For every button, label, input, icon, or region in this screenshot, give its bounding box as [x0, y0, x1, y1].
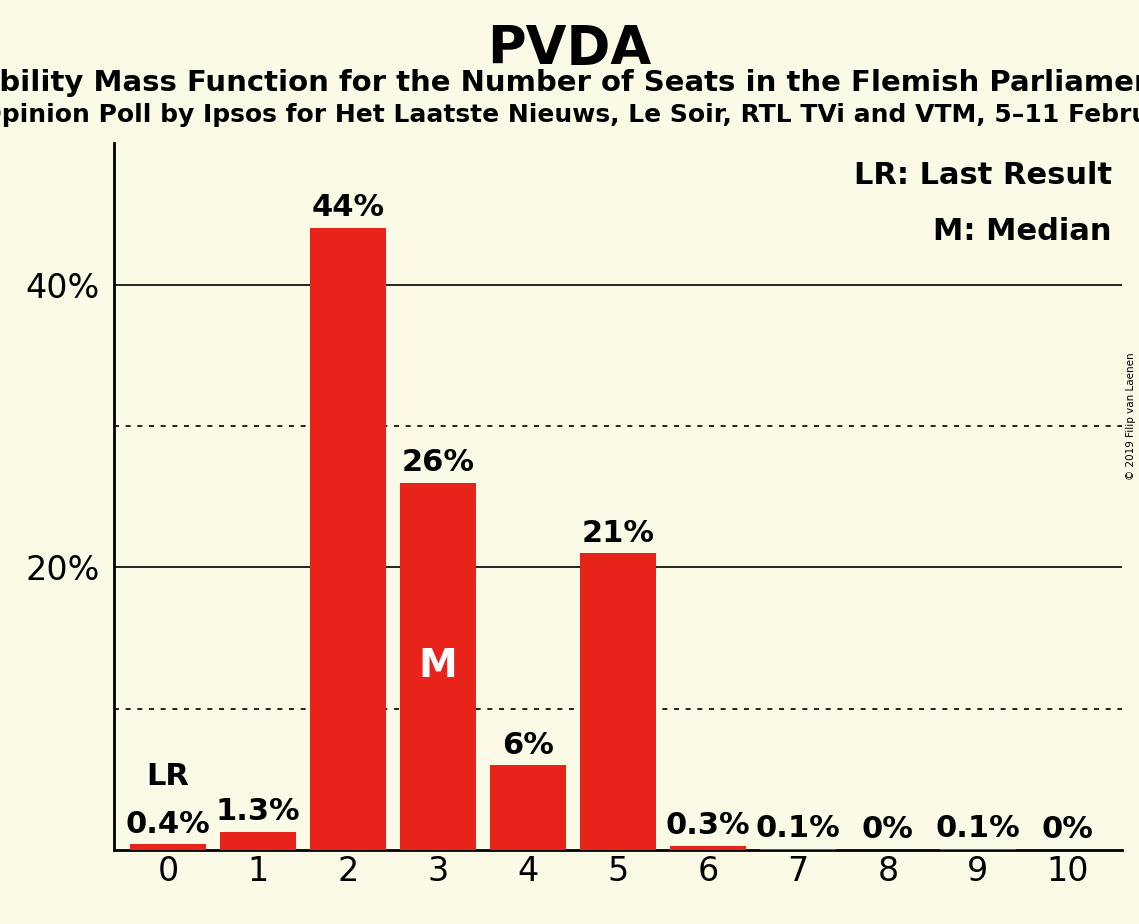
Text: 6%: 6%	[502, 731, 554, 760]
Bar	[580, 553, 656, 850]
Text: 1.3%: 1.3%	[215, 797, 301, 826]
Text: 26%: 26%	[401, 448, 475, 477]
Bar	[670, 845, 746, 850]
Text: LR: LR	[147, 761, 189, 791]
Text: 0%: 0%	[862, 815, 913, 845]
Text: on an Opinion Poll by Ipsos for Het Laatste Nieuws, Le Soir, RTL TVi and VTM, 5–: on an Opinion Poll by Ipsos for Het Laat…	[0, 103, 1139, 128]
Text: M: M	[418, 648, 457, 686]
Text: 21%: 21%	[581, 518, 655, 548]
Bar	[940, 848, 1016, 850]
Text: 0%: 0%	[1042, 815, 1093, 845]
Text: PVDA: PVDA	[487, 23, 652, 75]
Bar	[760, 848, 836, 850]
Text: Probability Mass Function for the Number of Seats in the Flemish Parliament: Probability Mass Function for the Number…	[0, 69, 1139, 97]
Bar	[130, 845, 206, 850]
Text: LR: Last Result: LR: Last Result	[854, 161, 1112, 190]
Bar	[400, 482, 476, 850]
Text: 0.3%: 0.3%	[665, 811, 751, 840]
Text: M: Median: M: Median	[933, 217, 1112, 247]
Text: 0.1%: 0.1%	[755, 814, 841, 843]
Text: 0.1%: 0.1%	[935, 814, 1021, 843]
Text: © 2019 Filip van Laenen: © 2019 Filip van Laenen	[1126, 352, 1136, 480]
Text: 0.4%: 0.4%	[125, 809, 211, 839]
Bar	[220, 832, 296, 850]
Bar	[490, 765, 566, 850]
Bar	[310, 228, 386, 850]
Text: 44%: 44%	[311, 193, 385, 223]
